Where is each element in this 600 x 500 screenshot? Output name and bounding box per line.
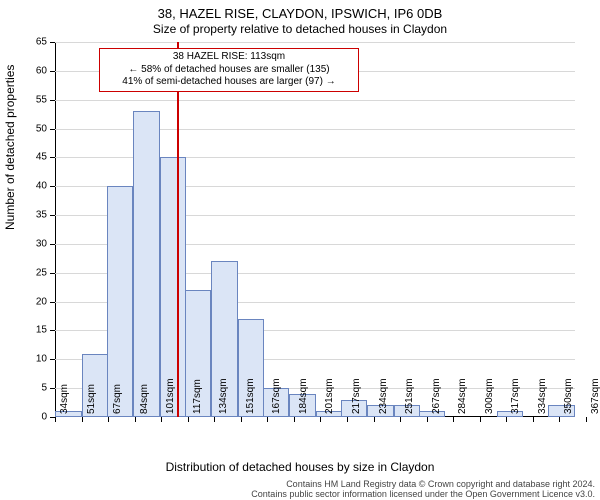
grid-line: [55, 100, 575, 101]
page-subtitle: Size of property relative to detached ho…: [0, 22, 600, 37]
x-tick: [586, 417, 587, 422]
y-tick: [50, 129, 55, 130]
x-tick: [82, 417, 83, 422]
x-tick: [135, 417, 136, 422]
y-tick-label: 30: [17, 238, 47, 249]
x-tick: [188, 417, 189, 422]
x-tick: [374, 417, 375, 422]
chart-area: 0510152025303540455055606534sqm51sqm67sq…: [55, 42, 575, 417]
x-tick-label: 267sqm: [431, 378, 442, 414]
y-tick-label: 35: [17, 210, 47, 221]
x-tick-label: 201sqm: [324, 378, 335, 414]
y-tick-label: 60: [17, 65, 47, 76]
y-tick: [50, 330, 55, 331]
y-tick-label: 10: [17, 354, 47, 365]
x-tick: [506, 417, 507, 422]
y-tick: [50, 388, 55, 389]
x-axis-label: Distribution of detached houses by size …: [0, 460, 600, 474]
x-tick-label: 101sqm: [165, 378, 176, 414]
y-tick: [50, 42, 55, 43]
x-tick-label: 251sqm: [404, 378, 415, 414]
x-tick: [294, 417, 295, 422]
x-tick: [400, 417, 401, 422]
histogram-bar: [133, 111, 160, 417]
x-tick-label: 234sqm: [378, 378, 389, 414]
x-tick-label: 84sqm: [139, 384, 150, 414]
y-axis-label: Number of detached properties: [3, 65, 17, 230]
x-tick-label: 334sqm: [537, 378, 548, 414]
y-tick-label: 25: [17, 267, 47, 278]
x-tick: [108, 417, 109, 422]
x-tick-label: 167sqm: [271, 378, 282, 414]
x-tick-label: 317sqm: [510, 378, 521, 414]
y-tick-label: 65: [17, 37, 47, 48]
annotation-line: 38 HAZEL RISE: 113sqm: [104, 51, 354, 64]
x-tick: [267, 417, 268, 422]
x-tick: [347, 417, 348, 422]
x-tick: [241, 417, 242, 422]
y-tick-label: 55: [17, 94, 47, 105]
y-tick: [50, 273, 55, 274]
x-tick: [214, 417, 215, 422]
x-tick-label: 151sqm: [245, 378, 256, 414]
y-tick: [50, 186, 55, 187]
x-tick-label: 51sqm: [86, 384, 97, 414]
x-tick-label: 350sqm: [563, 378, 574, 414]
x-tick-label: 34sqm: [59, 384, 70, 414]
x-tick-label: 134sqm: [218, 378, 229, 414]
grid-line: [55, 42, 575, 43]
y-tick-label: 15: [17, 325, 47, 336]
y-tick: [50, 71, 55, 72]
y-tick: [50, 215, 55, 216]
x-tick: [55, 417, 56, 422]
x-tick-label: 284sqm: [457, 378, 468, 414]
footer-text: Contains HM Land Registry data © Crown c…: [0, 479, 600, 500]
x-tick-label: 367sqm: [590, 378, 600, 414]
x-tick-label: 67sqm: [112, 384, 123, 414]
y-tick-label: 50: [17, 123, 47, 134]
x-tick-label: 300sqm: [484, 378, 495, 414]
y-tick-label: 40: [17, 181, 47, 192]
y-tick: [50, 100, 55, 101]
x-tick: [427, 417, 428, 422]
x-tick-label: 117sqm: [192, 379, 203, 414]
x-tick: [533, 417, 534, 422]
x-tick: [453, 417, 454, 422]
x-tick: [480, 417, 481, 422]
y-tick-label: 0: [17, 412, 47, 423]
annotation-line: ← 58% of detached houses are smaller (13…: [104, 64, 354, 77]
y-tick: [50, 157, 55, 158]
y-axis: [55, 42, 56, 417]
page-title: 38, HAZEL RISE, CLAYDON, IPSWICH, IP6 0D…: [0, 0, 600, 22]
y-tick: [50, 244, 55, 245]
y-tick-label: 45: [17, 152, 47, 163]
x-tick: [320, 417, 321, 422]
x-tick-label: 217sqm: [351, 378, 362, 414]
y-tick-label: 20: [17, 296, 47, 307]
annotation-line: 41% of semi-detached houses are larger (…: [104, 76, 354, 89]
histogram-bar: [107, 186, 134, 417]
x-tick: [161, 417, 162, 422]
y-tick: [50, 302, 55, 303]
x-tick-label: 184sqm: [298, 378, 309, 414]
marker-line: [177, 42, 179, 417]
y-tick: [50, 359, 55, 360]
x-tick: [559, 417, 560, 422]
annotation-box: 38 HAZEL RISE: 113sqm← 58% of detached h…: [99, 48, 359, 92]
y-tick-label: 5: [17, 383, 47, 394]
